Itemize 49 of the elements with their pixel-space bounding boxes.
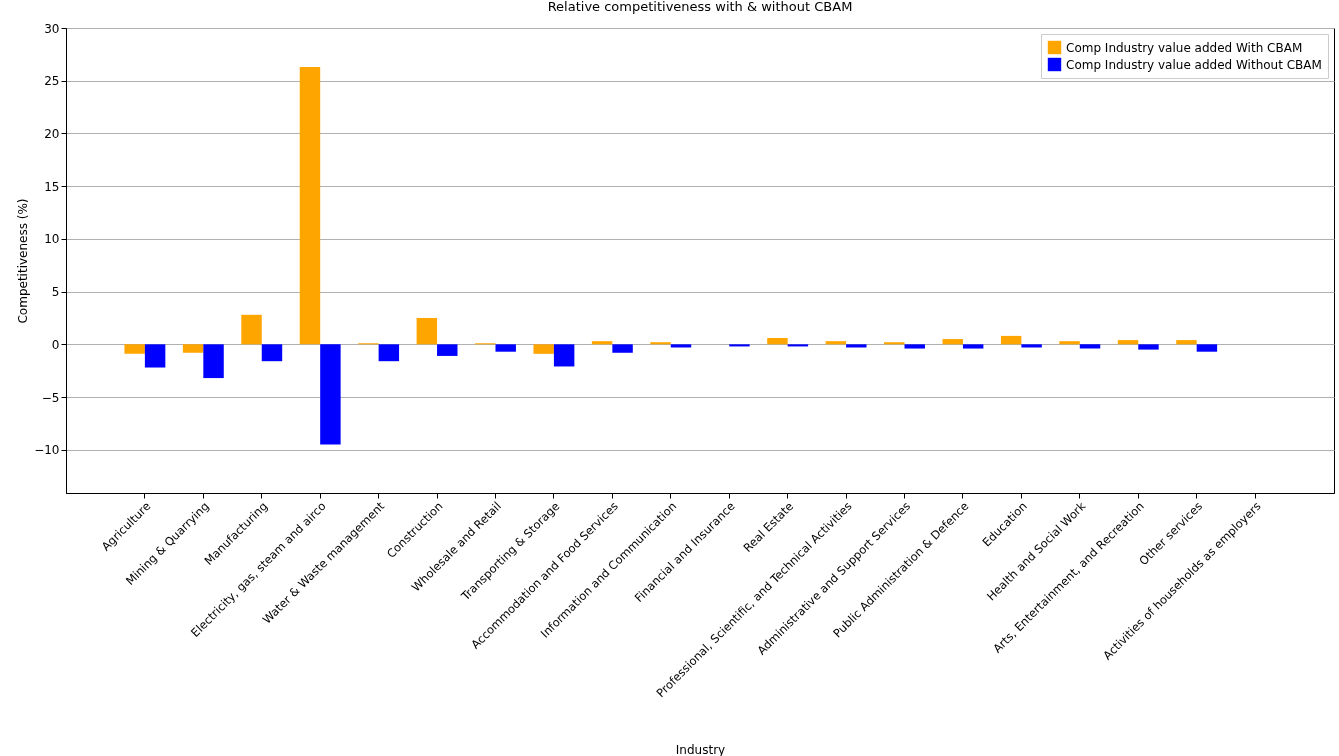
y-tick-label: 20 (44, 126, 60, 141)
y-tick-label: 0 (51, 337, 60, 352)
bar (1117, 340, 1139, 345)
bar (1138, 344, 1159, 350)
bar (378, 344, 400, 362)
y-tick-label: 5 (51, 285, 60, 300)
bar (203, 344, 224, 379)
y-tick-label: 25 (44, 74, 60, 89)
bar (904, 344, 925, 349)
bar (320, 344, 341, 445)
bar (884, 342, 905, 345)
bar (495, 344, 516, 352)
x-axis-title: Industry (675, 742, 726, 756)
bar (553, 344, 575, 367)
y-tick-label: −10 (34, 443, 60, 458)
legend-label: Comp Industry value added With CBAM (1066, 40, 1303, 55)
bar (416, 317, 438, 345)
bar (299, 67, 321, 345)
bar (1021, 344, 1042, 348)
legend-label: Comp Industry value added Without CBAM (1066, 57, 1322, 72)
bar (962, 344, 984, 349)
bar (825, 341, 847, 345)
chart-title: Relative competitiveness with & without CBAM (547, 0, 853, 14)
bar (241, 314, 262, 345)
bar (1059, 341, 1080, 345)
y-tick-label: −5 (41, 390, 60, 405)
bar (612, 344, 633, 353)
bar (846, 344, 867, 348)
bar (650, 342, 671, 345)
bar (670, 344, 692, 348)
bar (729, 344, 750, 347)
bar (124, 344, 145, 354)
y-axis-title: Competitiveness (%) (16, 198, 31, 324)
bar (533, 344, 554, 354)
bar (942, 339, 963, 345)
bar (787, 344, 809, 347)
bar (261, 344, 283, 362)
bar (591, 341, 613, 345)
y-tick-label: 10 (44, 232, 60, 247)
y-tick-label: 30 (44, 21, 60, 36)
bar (182, 344, 204, 353)
bar (144, 344, 166, 368)
bar (437, 344, 458, 356)
bar (1176, 340, 1197, 345)
bar (767, 338, 788, 345)
bar (1196, 344, 1218, 352)
bar (1079, 344, 1101, 349)
bar (1000, 335, 1022, 345)
y-tick-label: 15 (44, 179, 60, 194)
